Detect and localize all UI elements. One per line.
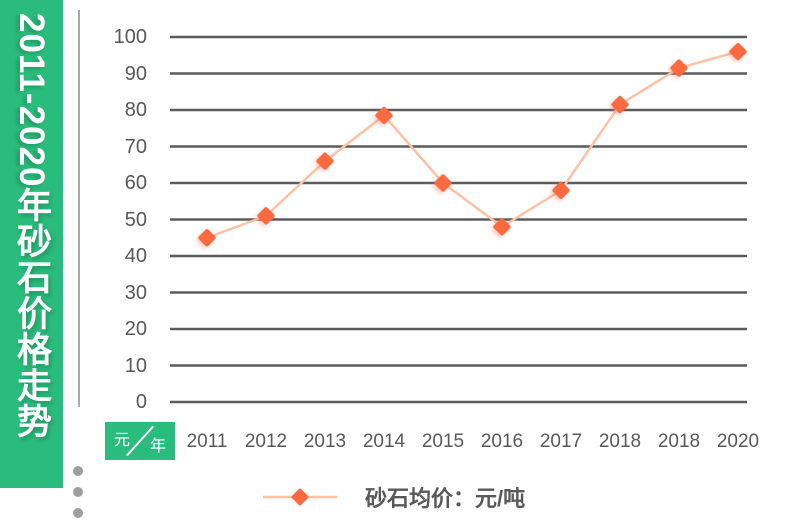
x-tick-label: 2017 [539,431,583,452]
series-line [206,50,739,239]
x-tick-label: 2015 [421,431,465,452]
y-tick-label: 10 [124,354,147,377]
y-tick-label: 80 [124,99,147,121]
data-point-marker [434,174,452,192]
vertical-divider [78,10,80,407]
data-point-marker [316,152,334,170]
data-point-marker [375,106,393,125]
y-tick-label: 30 [124,281,147,304]
y-tick-label: 70 [124,135,147,158]
y-tick-label: 100 [113,26,147,48]
decorative-dot [73,466,83,476]
y-tick-label: 20 [124,318,147,340]
data-point-marker [670,59,688,77]
x-tick-label: 2016 [480,431,524,452]
x-tick-label: 2020 [716,431,760,452]
x-tick-label: 2012 [244,431,288,452]
decorative-dot [73,487,83,497]
data-point-marker [552,181,570,199]
data-point-marker [257,207,275,225]
data-point-marker [611,95,629,114]
legend-marker-icon [263,488,337,506]
x-tick-label: 2011 [186,431,228,452]
y-axis-labels: 100 90 80 70 60 50 40 30 20 10 0 [90,0,147,420]
y-tick-label: 50 [124,208,147,231]
x-tick-label: 2013 [303,431,347,452]
data-point-marker [198,229,216,247]
y-tick-label: 0 [135,391,147,413]
decorative-dot [73,508,83,518]
axis-unit-badge: 元 年 [105,422,175,460]
x-axis-unit: 年 [149,438,166,455]
data-point-marker [729,42,747,61]
title-banner: 2011-2020年砂石价格走势 [0,0,63,488]
page-title: 2011-2020年砂石价格走势 [12,13,51,440]
chart-legend: 砂石均价：元/吨 [262,484,526,511]
x-tick-label: 2014 [362,431,406,452]
y-tick-label: 60 [124,172,147,194]
y-tick-label: 40 [124,245,147,267]
x-axis-labels: 2011 2012 2013 2014 2015 2016 2017 2018 2018 2020 [186,431,760,452]
x-tick-label: 2018 [598,431,642,452]
legend-label: 砂石均价：元/吨 [365,486,526,511]
x-tick-label: 2018 [657,431,701,452]
y-axis-unit: 元 [114,432,131,449]
data-point-marker [493,218,511,236]
y-tick-label: 90 [124,62,147,85]
